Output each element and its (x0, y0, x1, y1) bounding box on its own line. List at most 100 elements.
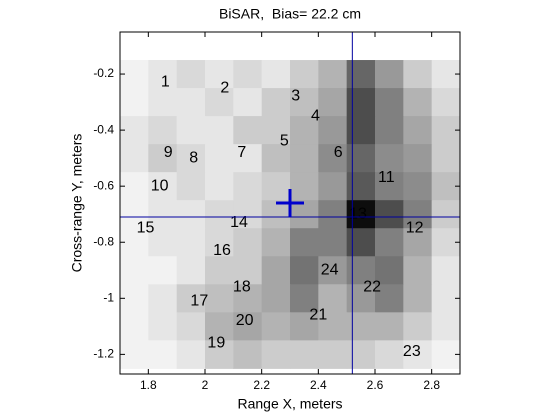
image-cell (290, 340, 319, 369)
image-cell (233, 200, 263, 229)
image-cell (205, 88, 234, 117)
x-tick-label: 2.8 (423, 378, 440, 392)
image-cell (403, 256, 433, 285)
image-cell (375, 340, 404, 369)
image-cell (233, 116, 263, 145)
image-cell (148, 256, 178, 285)
image-cell (318, 228, 348, 257)
image-cell (205, 228, 234, 257)
x-tick-label: 2.6 (367, 378, 384, 392)
image-cell (290, 228, 319, 257)
image-cell (233, 284, 263, 313)
image-cell (261, 172, 291, 201)
image-cell (346, 116, 376, 145)
image-cell (261, 284, 291, 313)
y-tick-label: -0.2 (93, 66, 114, 80)
image-cell (403, 116, 433, 145)
image-cell (148, 312, 178, 341)
image-cell (148, 284, 178, 313)
annotation: 21 (309, 306, 327, 323)
image-cell (176, 340, 206, 369)
image-cell (233, 340, 263, 369)
image-cell (120, 88, 149, 117)
image-cell (205, 312, 234, 341)
image-cell (233, 256, 263, 285)
annotation: 20 (236, 312, 254, 329)
image-cell (318, 88, 348, 117)
image-cell (403, 340, 433, 369)
image-cell (346, 60, 376, 89)
image-cell (120, 312, 149, 341)
image-cell (375, 312, 404, 341)
annotation: 12 (406, 219, 424, 236)
annotation: 17 (190, 292, 208, 309)
image-cell (346, 172, 376, 201)
image-cell (290, 144, 319, 173)
image-cell (205, 144, 234, 173)
image-cell (375, 144, 404, 173)
image-cell (148, 200, 178, 229)
x-tick-label: 2.2 (253, 378, 270, 392)
annotation: 13 (349, 205, 367, 222)
y-axis-label: Cross-range Y, meters (69, 134, 85, 273)
image-cell (318, 60, 348, 89)
x-axis-label: Range X, meters (237, 396, 342, 412)
x-tick-label: 2 (202, 378, 209, 392)
annotation: 24 (321, 261, 339, 278)
image-cell (176, 116, 206, 145)
image-cell (176, 312, 206, 341)
image-cell (261, 340, 291, 369)
annotation: 18 (233, 278, 251, 295)
image-cell (205, 200, 234, 229)
image-cell (318, 116, 348, 145)
image-cell (176, 200, 206, 229)
image-cell (261, 144, 291, 173)
image-cell (318, 200, 348, 229)
image-cell (431, 88, 460, 117)
image-cell (290, 60, 319, 89)
image-cell (233, 144, 263, 173)
image-cell (261, 312, 291, 341)
image-cell (346, 312, 376, 341)
annotation: 22 (363, 278, 381, 295)
image-cell (233, 60, 263, 89)
image-cell (375, 200, 404, 229)
annotation: 2 (220, 79, 229, 96)
image-cell (290, 312, 319, 341)
image-cell (318, 312, 348, 341)
image-cell (205, 116, 234, 145)
image-cell (148, 60, 178, 89)
image-cell (375, 284, 404, 313)
image-cell (176, 88, 206, 117)
image-cell (233, 88, 263, 117)
image-cell (176, 256, 206, 285)
image-cell (261, 256, 291, 285)
image-cell (346, 228, 376, 257)
image-cell (431, 144, 460, 173)
image-cell (120, 256, 149, 285)
annotation: 7 (237, 144, 246, 161)
image-cell (120, 144, 149, 173)
image-cell (290, 256, 319, 285)
y-tick-label: -0.4 (93, 122, 114, 136)
image-cell (290, 200, 319, 229)
y-tick-label: -0.6 (93, 178, 114, 192)
image-cell (318, 284, 348, 313)
image-cell (148, 228, 178, 257)
annotation: 3 (291, 88, 300, 105)
image-cell (431, 200, 460, 229)
annotation: 15 (137, 219, 155, 236)
image-cell (233, 312, 263, 341)
image-cell (403, 312, 433, 341)
y-tick-label: -1 (103, 290, 114, 304)
image-cell (403, 144, 433, 173)
image-cell (318, 256, 348, 285)
image-cell (148, 144, 178, 173)
image-cell (346, 256, 376, 285)
image-cell (261, 200, 291, 229)
image-cell (318, 340, 348, 369)
image-cell (290, 116, 319, 145)
image-cell (375, 228, 404, 257)
annotation: 4 (311, 107, 320, 124)
